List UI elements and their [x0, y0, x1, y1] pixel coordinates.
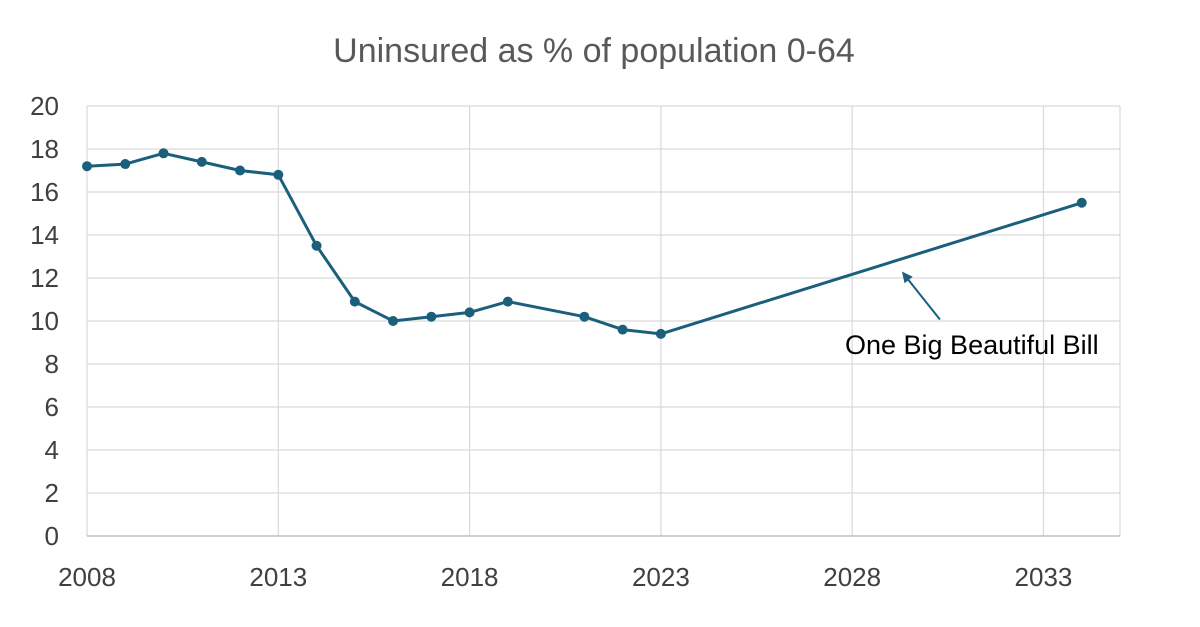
- y-tick-label: 10: [30, 306, 59, 336]
- y-tick-label: 12: [30, 263, 59, 293]
- data-point: [196, 156, 207, 167]
- data-point: [120, 159, 131, 170]
- data-point: [235, 165, 246, 176]
- data-series: [82, 148, 1087, 339]
- data-point: [617, 324, 628, 335]
- data-point: [82, 161, 92, 172]
- data-point: [579, 311, 590, 322]
- annotation-arrow-line: [904, 274, 941, 321]
- y-tick-label: 18: [30, 134, 59, 164]
- data-point: [349, 296, 360, 307]
- x-tick-label: 2023: [632, 562, 690, 592]
- chart-title: Uninsured as % of population 0-64: [333, 32, 855, 70]
- x-axis-tick-labels: 2008 2013 2018 2023 2028 2033: [58, 562, 1072, 592]
- annotation-arrowhead: [901, 271, 913, 284]
- data-point: [311, 240, 322, 251]
- y-tick-label: 0: [45, 521, 59, 551]
- series-line: [86, 151, 1083, 336]
- y-tick-label: 2: [45, 478, 59, 508]
- x-tick-label: 2028: [823, 562, 881, 592]
- y-tick-label: 20: [30, 91, 59, 121]
- y-tick-label: 6: [45, 392, 59, 422]
- data-point: [464, 307, 475, 318]
- annotation-label: One Big Beautiful Bill: [845, 330, 1099, 360]
- y-tick-label: 14: [30, 220, 59, 250]
- annotations: One Big Beautiful Bill: [845, 271, 1099, 360]
- data-point: [1076, 197, 1087, 208]
- x-tick-label: 2033: [1015, 562, 1073, 592]
- data-point: [426, 311, 437, 322]
- y-tick-label: 16: [30, 177, 59, 207]
- y-tick-label: 4: [45, 435, 59, 465]
- y-tick-label: 8: [45, 349, 59, 379]
- data-point: [502, 296, 513, 307]
- x-tick-label: 2018: [441, 562, 499, 592]
- data-point: [158, 148, 169, 159]
- data-point: [655, 328, 666, 339]
- y-axis-tick-labels: 0 2 4 6 8 10 12 14 16 18 20: [30, 91, 59, 551]
- data-point: [273, 169, 284, 180]
- x-tick-label: 2008: [58, 562, 116, 592]
- x-tick-label: 2013: [249, 562, 307, 592]
- data-point: [388, 316, 399, 326]
